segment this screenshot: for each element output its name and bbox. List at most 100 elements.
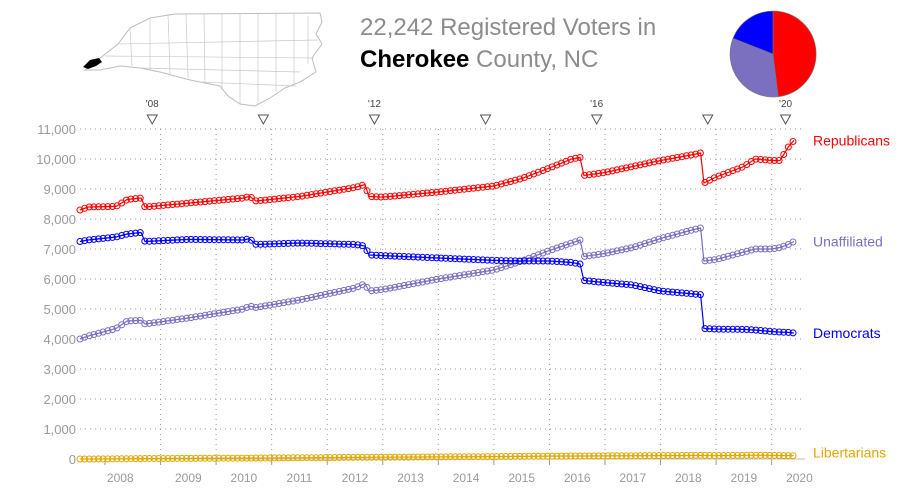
data-point [164,455,172,462]
data-point [196,454,204,462]
data-point [266,240,274,248]
data-point [391,192,399,200]
data-point [95,329,102,337]
data-point [294,296,302,304]
data-point [280,454,288,462]
data-point [270,240,278,248]
data-point [530,452,538,460]
data-point [377,252,385,259]
x-tick-label: 2014 [453,471,480,485]
data-point [377,193,385,201]
data-point [733,250,741,258]
data-point [539,249,547,257]
data-point [567,452,575,460]
data-point [238,236,246,244]
data-point [382,453,390,461]
data-point [715,452,723,459]
data-point [196,236,204,243]
data-point [766,245,774,253]
election-marker-icon [701,114,714,126]
data-point [479,268,487,276]
x-tick-label: 2020 [786,471,813,485]
data-point [576,236,584,244]
data-point [308,239,315,247]
data-point [308,454,315,462]
legend-democrats: Democrats [813,325,881,341]
data-point [437,275,445,283]
data-point [729,251,737,259]
data-point [710,256,718,264]
data-point [641,160,649,168]
data-point [757,245,765,253]
data-point [696,451,704,459]
data-point [419,453,427,461]
data-point [622,452,630,460]
data-point [257,197,265,204]
data-point [192,198,200,206]
data-point [127,195,135,203]
data-point [789,329,797,337]
election-marker-icon [479,114,492,126]
data-point [321,290,329,298]
data-point [604,279,612,287]
data-point [645,238,653,246]
data-point [275,454,283,462]
data-point [479,256,487,264]
data-point [95,455,102,463]
data-point [183,314,190,322]
data-point [511,176,519,184]
data-point [206,197,214,205]
data-point [659,287,667,295]
data-point [590,251,598,259]
data-point [414,279,422,287]
data-point [669,452,677,459]
data-point [678,289,686,297]
data-point [335,287,343,295]
data-point [331,454,339,461]
data-point [164,317,172,325]
data-point [747,326,755,334]
data-point [488,256,496,264]
data-point [585,452,593,460]
data-point [358,181,366,189]
data-point [493,257,501,264]
data-point [257,303,265,311]
data-point [784,452,792,460]
data-point [729,167,737,175]
data-point [571,238,579,246]
data-point [520,452,528,460]
data-point [141,237,149,245]
y-tick-label: 8,000 [43,212,76,227]
data-point [331,187,339,195]
data-point [456,453,464,461]
x-tick-label: 2016 [564,471,591,485]
data-point [173,316,181,323]
data-point [442,187,450,195]
data-point [368,193,376,201]
data-point [252,454,260,462]
data-point [104,455,112,463]
data-point [516,257,524,265]
data-point [590,170,598,178]
data-point [405,253,413,261]
data-point [275,300,283,307]
data-point [636,283,644,291]
x-tick-label: 2008 [107,471,134,485]
data-point [599,452,607,460]
data-point [173,236,181,244]
data-point [576,452,584,460]
data-point [252,304,260,311]
data-point [673,230,681,238]
data-point [414,453,422,461]
data-point [275,240,283,248]
data-point [377,453,385,461]
data-point [604,249,612,257]
data-point [683,152,690,160]
data-point [312,239,320,247]
data-point [650,237,658,245]
pie-slice-unaffiliated [729,37,779,98]
data-point [358,453,366,461]
data-point [104,203,112,211]
data-point [419,278,427,286]
